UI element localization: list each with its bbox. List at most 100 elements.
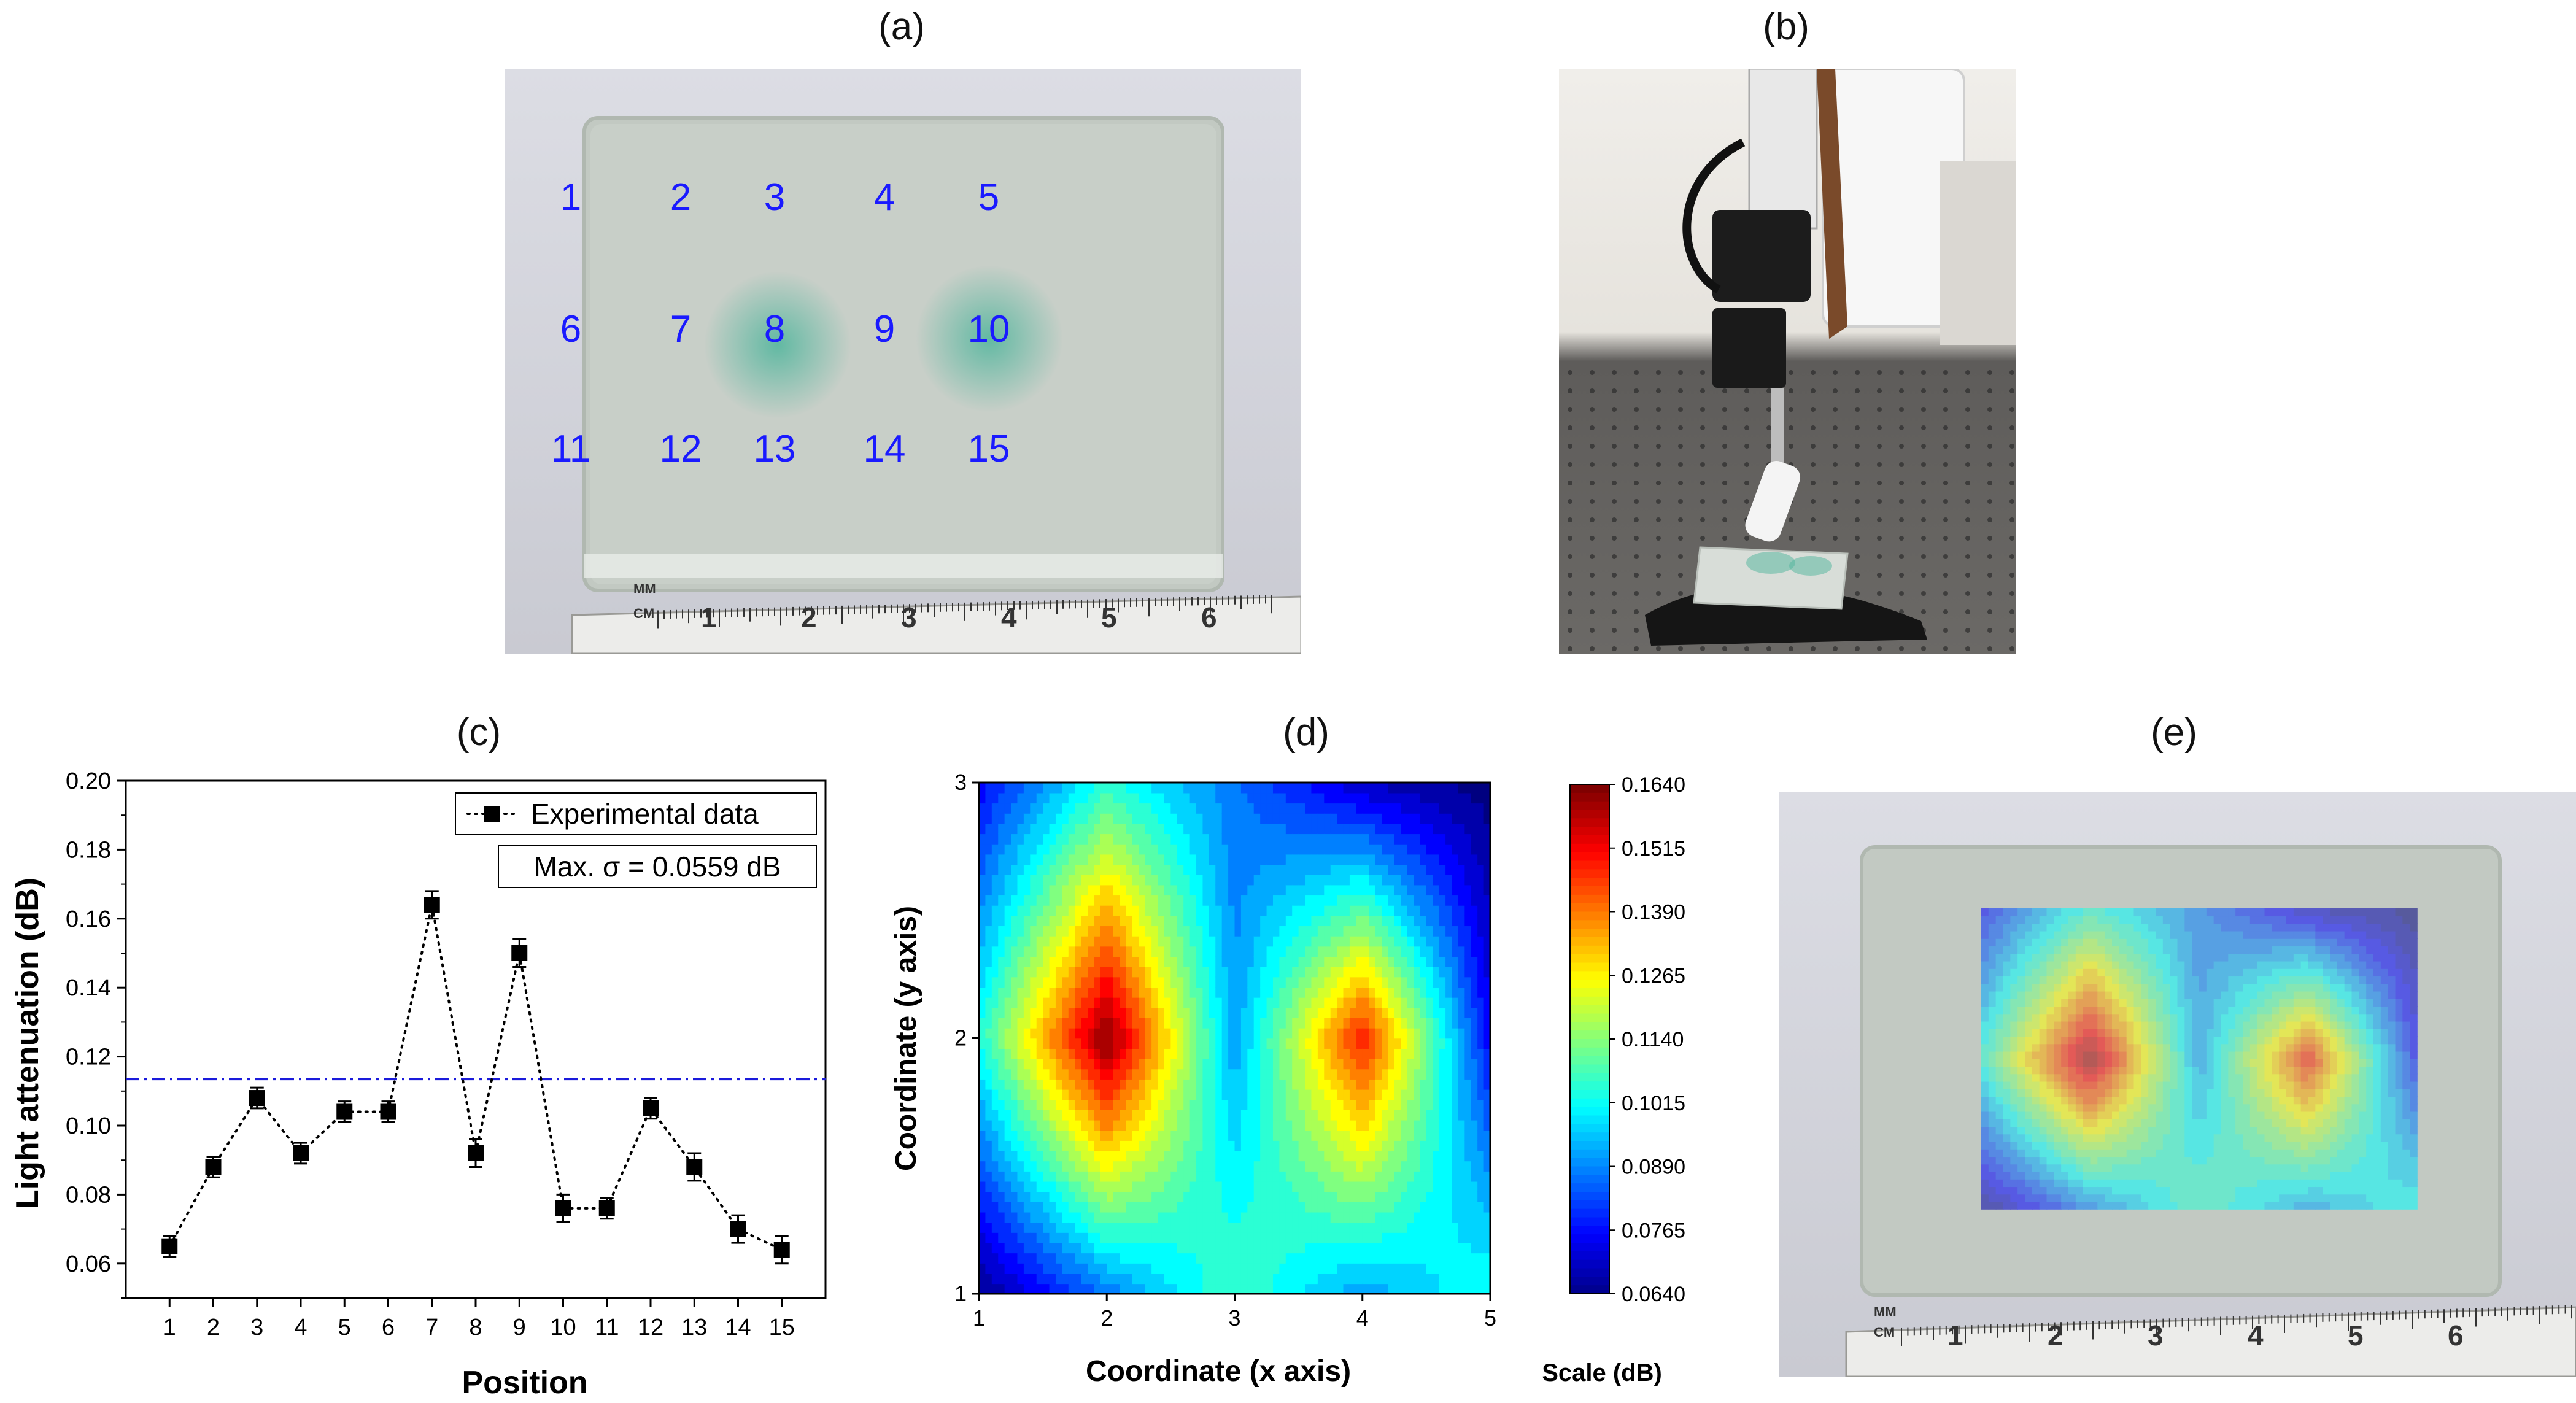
heatmap-cell [1375,1171,1382,1182]
heatmap-cell [1337,1222,1344,1233]
overlay-cell [1988,1059,1997,1067]
heatmap-cell [1139,987,1146,998]
heatmap-cell [1158,895,1165,906]
heatmap-cell [1337,1161,1344,1172]
heatmap-cell [1433,1202,1440,1213]
heatmap-cell [1170,935,1178,947]
heatmap-cell [1247,1150,1255,1162]
heatmap-cell [1305,1018,1312,1029]
heatmap-cell [1266,956,1274,967]
heatmap-cell [1049,1140,1056,1151]
colorbar-segment [1570,1208,1609,1218]
heatmap-cell [1362,1222,1369,1233]
heatmap-cell [1209,915,1216,927]
heatmap-cell [1240,803,1248,814]
heatmap-cell [1272,823,1280,835]
heatmap-cell [1189,966,1197,978]
heatmap-cell [1279,905,1286,916]
heatmap-cell [1240,1140,1248,1151]
heatmap-cell [1094,843,1101,855]
heatmap-cell [1120,1242,1127,1254]
overlay-cell [2068,968,2076,977]
overlay-cell [2090,1096,2098,1105]
overlay-cell [2090,1134,2098,1142]
heatmap-cell [1477,823,1485,835]
heatmap-cell [1260,1232,1267,1243]
heatmap-cell [1132,884,1140,896]
overlay-cell [1988,1066,1997,1075]
heatmap-cell [1324,895,1331,906]
heatmap-cell [1420,1161,1427,1172]
overlay-cell [2003,1103,2011,1112]
heatmap-cell [1023,1150,1031,1162]
heatmap-cell [1266,1058,1274,1070]
overlay-cell [1995,1021,2004,1029]
overlay-cell [2068,1156,2076,1165]
heatmap-cell [1170,1150,1178,1162]
heatmap-cell [1311,1283,1318,1294]
overlay-cell [2025,908,2033,917]
overlay-cell [1981,1051,1989,1059]
heatmap-cell [1145,1140,1152,1151]
heatmap-cell [1062,946,1069,957]
heatmap-cell [1388,1099,1395,1110]
heatmap-cell [1228,1007,1236,1018]
heatmap-cell [1196,976,1204,988]
heatmap-cell [1221,1069,1229,1080]
heatmap-cell [1107,1099,1114,1110]
heatmap-cell [1349,966,1357,978]
heatmap-cell [1049,833,1056,845]
heatmap-cell [998,905,1005,916]
heatmap-cell [1381,1130,1389,1141]
overlay-cell [2046,1111,2055,1119]
heatmap-cell [1081,1018,1088,1029]
heatmap-cell [991,1027,999,1039]
overlay-cell [2039,960,2048,969]
heatmap-cell [1183,1079,1191,1090]
heatmap-cell [1132,1202,1140,1213]
heatmap-cell [1183,1140,1191,1151]
overlay-cell [2032,1164,2040,1172]
heatmap-cell [998,1069,1005,1080]
heatmap-cell [1362,1171,1369,1182]
heatmap-cell [1292,1140,1299,1151]
heatmap-cell [1439,1048,1446,1059]
heatmap-cell [1183,1202,1191,1213]
heatmap-cell [1311,823,1318,835]
heatmap-cell [1471,946,1478,957]
heatmap-cell [1375,987,1382,998]
heatmap-cell [1477,1191,1485,1202]
colorbar-segment [1570,1259,1609,1269]
overlay-cell [2083,960,2091,969]
heatmap-cell [1433,783,1440,794]
overlay-cell [2025,1059,2033,1067]
heatmap-cell [991,895,999,906]
heatmap-cell [1369,1232,1376,1243]
heatmap-cell [1458,1110,1466,1121]
heatmap-cell [1228,1222,1236,1233]
heatmap-cell [1164,884,1172,896]
overlay-cell [2010,1156,2018,1165]
heatmap-cell [1452,823,1459,835]
heatmap-cell [1158,1089,1165,1100]
heatmap-cell [1081,874,1088,886]
heatmap-cell [1401,915,1408,927]
heatmap-cell [1260,976,1267,988]
heatmap-cell [1471,976,1478,988]
overlay-cell [2017,999,2025,1007]
heatmap-cell [1407,1099,1414,1110]
heatmap-cell [1279,1140,1286,1151]
heatmap-cell [1247,884,1255,896]
heatmap-cell [1330,1161,1337,1172]
heatmap-cell [979,813,986,824]
heatmap-cell [1023,1263,1031,1274]
heatmap-cell [1023,1161,1031,1172]
heatmap-cell [1107,1283,1114,1294]
heatmap-cell [1260,1150,1267,1162]
heatmap-cell [1407,864,1414,875]
heatmap-cell [1043,854,1050,865]
heatmap-cell [1113,1191,1120,1202]
overlay-cell [1995,1051,2004,1059]
heatmap-cell [1100,1273,1108,1285]
heatmap-cell [1452,1099,1459,1110]
